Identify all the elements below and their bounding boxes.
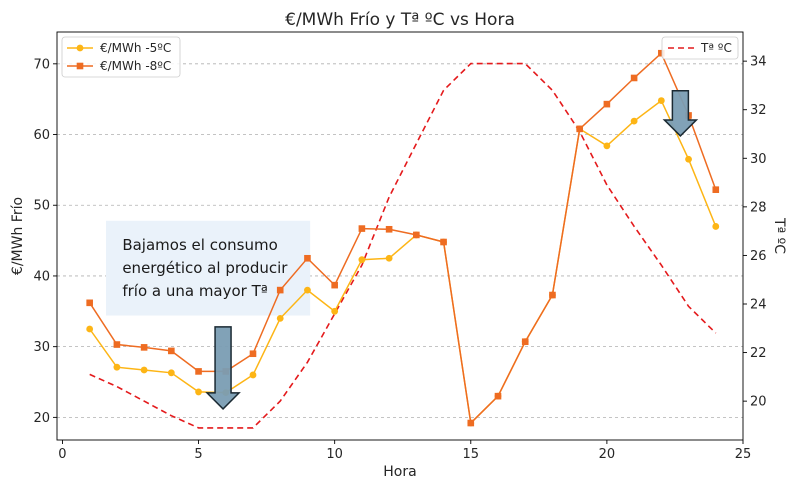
legend-left: €/MWh -5ºC €/MWh -8ºC	[61, 36, 181, 78]
legend-marker-1	[76, 62, 84, 70]
point-s0-23	[712, 223, 720, 230]
x-tick-label-4: 20	[599, 447, 616, 462]
point-s0-10	[358, 256, 366, 264]
y2-tick-label-5: 30	[750, 152, 767, 167]
y2-tick-label-0: 20	[750, 395, 767, 410]
point-s1-14	[467, 419, 475, 427]
point-s1-20	[630, 74, 638, 82]
y2-tick-label-4: 28	[750, 200, 767, 215]
y2-axis-ticks: 20 22 24 26 28 30 32 34	[743, 55, 767, 410]
point-s0-3	[167, 369, 175, 377]
x-axis-ticks: 0 5 10 15 20 25	[58, 440, 751, 462]
point-s1-10	[358, 225, 366, 232]
y-tick-label-3: 50	[33, 199, 50, 214]
legend-right: Tª ºC	[661, 36, 739, 60]
y-tick-label-1: 30	[33, 340, 50, 355]
legend-marker-0	[76, 44, 84, 52]
point-s1-12	[413, 231, 420, 239]
point-s1-23	[712, 186, 720, 193]
point-s1-8	[304, 254, 311, 262]
point-s0-8	[304, 286, 311, 294]
point-s0-7	[276, 314, 284, 322]
y2-tick-label-2: 24	[750, 298, 767, 313]
y-tick-label-0: 20	[33, 411, 50, 426]
y-axis-ticks: 20 30 40 50 60 70	[33, 57, 57, 426]
point-s1-19	[603, 100, 611, 108]
x-tick-label-2: 10	[326, 447, 343, 462]
point-s1-15	[494, 392, 502, 400]
annotation-box: Bajamos el consumo energético al producir…	[106, 220, 311, 316]
legend-label-2: Tª ºC	[700, 41, 732, 55]
y2-tick-label-6: 32	[750, 103, 767, 118]
point-s1-2	[140, 344, 148, 351]
x-tick-label-0: 0	[58, 447, 66, 462]
annotation-line-0: Bajamos el consumo	[122, 236, 277, 254]
down-arrow-1	[662, 89, 699, 138]
point-s0-21	[657, 97, 665, 104]
point-s1-18	[576, 125, 583, 133]
point-s1-9	[331, 281, 338, 289]
legend-label-0: €/MWh -5ºC	[100, 41, 171, 55]
y2-tick-label-7: 34	[750, 55, 767, 70]
x-tick-label-1: 5	[194, 447, 202, 462]
series-layer	[86, 49, 720, 429]
y2-tick-label-1: 22	[750, 346, 767, 361]
series-line-2	[89, 62, 717, 429]
point-s1-4	[195, 368, 202, 375]
x-tick-label-5: 25	[735, 447, 752, 462]
point-s0-9	[331, 307, 339, 315]
x-tick-label-3: 15	[463, 447, 480, 462]
series-line-1	[89, 51, 717, 425]
y-tick-label-5: 70	[33, 57, 50, 72]
point-s1-16	[521, 338, 529, 346]
point-s0-22	[685, 155, 692, 163]
plot-frame	[56, 31, 744, 441]
point-s1-11	[385, 225, 393, 233]
y2-tick-label-3: 26	[750, 249, 767, 264]
series-line-0	[89, 99, 717, 425]
point-s1-17	[549, 291, 556, 299]
point-s0-11	[385, 254, 393, 262]
point-s1-7	[276, 286, 284, 294]
chart-title: €/MWh Frío y Tª ºC vs Hora	[285, 10, 515, 30]
x-axis-label: Hora	[383, 464, 416, 478]
arrow-layer	[205, 89, 699, 410]
point-s0-0	[86, 325, 94, 333]
point-s1-1	[113, 341, 121, 348]
point-s0-1	[113, 363, 121, 371]
series-2	[89, 62, 717, 429]
point-s0-20	[630, 117, 638, 125]
point-s1-6	[249, 350, 257, 358]
down-arrow-0	[205, 326, 241, 410]
point-s1-3	[168, 347, 175, 355]
y-axis-label: €/MWh Frío	[10, 197, 26, 275]
point-s0-2	[140, 366, 148, 374]
legend-label-1: €/MWh -8ºC	[100, 59, 171, 73]
legend-left-frame	[61, 36, 181, 78]
legend-right-frame	[661, 36, 739, 60]
point-s0-6	[249, 371, 257, 379]
y-tick-label-4: 60	[33, 128, 50, 143]
point-s1-0	[86, 299, 93, 307]
annotation-line-1: energético al producir	[122, 259, 288, 277]
point-s1-13	[440, 238, 447, 246]
series-1	[86, 49, 720, 427]
y-tick-label-2: 40	[33, 269, 50, 284]
point-s0-4	[195, 388, 202, 396]
annotation-line-2: frío a una mayor Tª	[122, 282, 268, 300]
point-s1-21	[658, 49, 665, 57]
y2-axis-label: Tª ºC	[771, 217, 787, 254]
point-s0-19	[603, 142, 611, 150]
